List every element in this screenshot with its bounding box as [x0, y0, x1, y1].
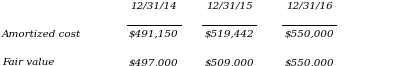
Text: $550,000: $550,000: [284, 58, 334, 66]
Text: $509,000: $509,000: [205, 58, 254, 66]
Text: 12/31/15: 12/31/15: [206, 2, 253, 11]
Text: $497,000: $497,000: [129, 58, 178, 66]
Text: $519,442: $519,442: [205, 30, 254, 39]
Text: 12/31/14: 12/31/14: [130, 2, 177, 11]
Text: 12/31/16: 12/31/16: [286, 2, 333, 11]
Text: $550,000: $550,000: [284, 30, 334, 39]
Text: Amortized cost: Amortized cost: [2, 30, 81, 39]
Text: Fair value: Fair value: [2, 58, 54, 66]
Text: $491,150: $491,150: [129, 30, 178, 39]
